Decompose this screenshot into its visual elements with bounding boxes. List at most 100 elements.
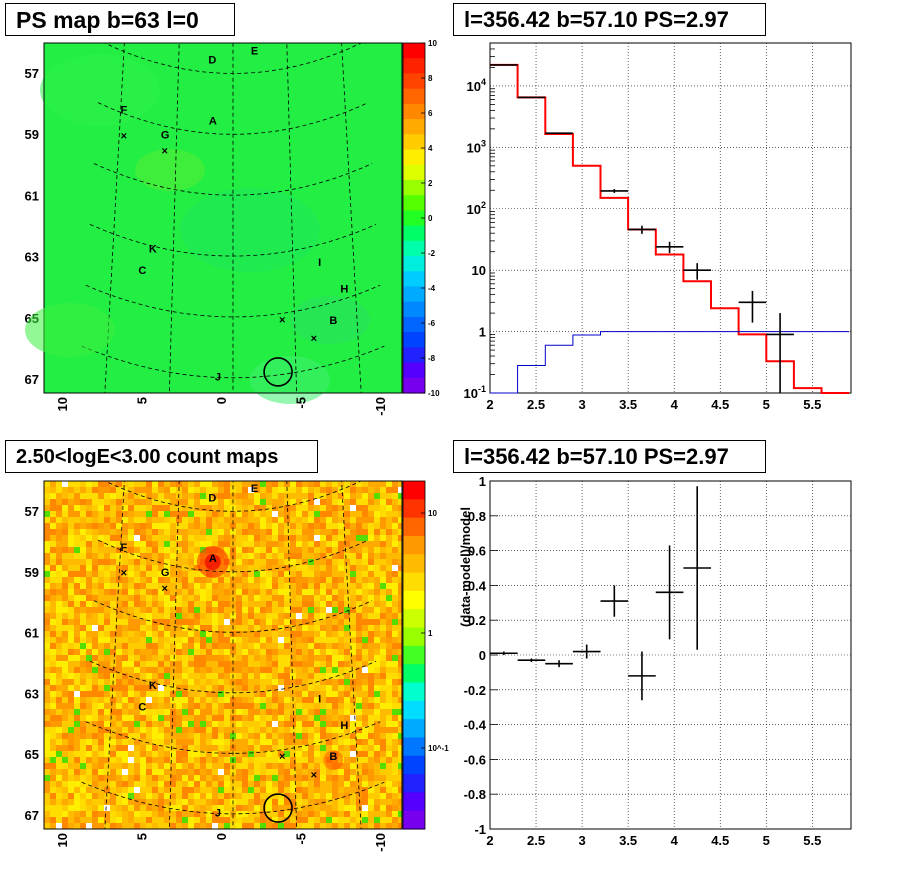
count-map-pixel	[344, 715, 350, 721]
count-map-pixel	[80, 511, 86, 517]
count-map-pixel	[308, 583, 314, 589]
count-map-pixel	[368, 535, 374, 541]
count-map-pixel	[290, 589, 296, 595]
count-map-pixel	[206, 823, 212, 829]
count-map-pixel	[212, 667, 218, 673]
count-map-pixel	[122, 763, 128, 769]
count-map-pixel	[182, 595, 188, 601]
count-map-pixel	[98, 769, 104, 775]
count-map-pixel	[278, 763, 284, 769]
count-map-pixel	[326, 787, 332, 793]
count-map-pixel	[200, 769, 206, 775]
count-map-pixel	[92, 487, 98, 493]
count-map-pixel	[128, 775, 134, 781]
count-map-pixel	[116, 637, 122, 643]
count-map-pixel	[248, 661, 254, 667]
count-map-pixel	[110, 763, 116, 769]
count-map-pixel	[140, 697, 146, 703]
count-map-pixel	[44, 655, 50, 661]
count-map-pixel	[350, 721, 356, 727]
count-map-pixel	[92, 805, 98, 811]
count-map-pixel	[278, 595, 284, 601]
count-map-pixel	[302, 727, 308, 733]
count-map-pixel	[56, 751, 62, 757]
count-map-pixel	[122, 691, 128, 697]
count-map-pixel	[164, 709, 170, 715]
count-map-pixel	[110, 817, 116, 823]
count-map-pixel	[134, 595, 140, 601]
count-map-pixel	[236, 667, 242, 673]
count-map-pixel	[182, 493, 188, 499]
count-map-pixel	[338, 649, 344, 655]
count-map-pixel	[278, 529, 284, 535]
count-map-pixel	[62, 523, 68, 529]
count-map-pixel	[188, 667, 194, 673]
count-map-pixel	[164, 805, 170, 811]
count-map-pixel	[122, 577, 128, 583]
count-map-pixel	[134, 517, 140, 523]
count-map-pixel	[212, 715, 218, 721]
count-map-pixel	[146, 787, 152, 793]
count-map-pixel	[86, 715, 92, 721]
count-map-pixel	[146, 631, 152, 637]
count-map-pixel	[338, 643, 344, 649]
count-map-pixel	[62, 487, 68, 493]
count-map-pixel	[134, 799, 140, 805]
count-map-pixel	[158, 577, 164, 583]
count-map-pixel	[368, 811, 374, 817]
count-map-pixel	[398, 787, 402, 793]
count-map-pixel	[86, 781, 92, 787]
count-map-pixel	[344, 529, 350, 535]
count-map-pixel	[140, 565, 146, 571]
count-map-pixel	[176, 763, 182, 769]
count-map-pixel	[254, 541, 260, 547]
count-map-pixel	[368, 709, 374, 715]
count-map-pixel	[194, 793, 200, 799]
count-map-pixel	[80, 799, 86, 805]
count-map-pixel	[80, 679, 86, 685]
count-map-pixel	[224, 487, 230, 493]
count-map-pixel	[398, 571, 402, 577]
count-map-pixel	[392, 751, 398, 757]
count-map-pixel	[104, 787, 110, 793]
count-map-pixel	[92, 541, 98, 547]
count-map-pixel	[320, 571, 326, 577]
count-map-pixel	[110, 667, 116, 673]
count-map-pixel	[80, 601, 86, 607]
count-map-pixel	[164, 727, 170, 733]
count-map-pixel	[380, 787, 386, 793]
count-map-pixel	[248, 565, 254, 571]
count-map-pixel	[224, 763, 230, 769]
count-map-frame	[43, 480, 403, 830]
count-map-pixel	[254, 649, 260, 655]
count-map-pixel	[74, 805, 80, 811]
count-map-pixel	[50, 799, 56, 805]
count-map-pixel	[56, 511, 62, 517]
count-map-pixel	[212, 529, 218, 535]
count-map-pixel	[104, 523, 110, 529]
count-map-pixel	[296, 733, 302, 739]
count-map-pixel	[242, 787, 248, 793]
count-map-pixel	[158, 535, 164, 541]
count-map-pixel	[50, 823, 56, 829]
count-map-pixel	[140, 613, 146, 619]
count-map-pixel	[68, 745, 74, 751]
count-map-pixel	[212, 625, 218, 631]
count-map-pixel	[92, 529, 98, 535]
count-map-pixel	[362, 685, 368, 691]
count-map-pixel	[116, 715, 122, 721]
count-map-pixel	[50, 649, 56, 655]
count-map-pixel	[56, 793, 62, 799]
count-map-pixel	[368, 763, 374, 769]
count-map-pixel	[50, 481, 56, 487]
count-map-pixel	[308, 721, 314, 727]
count-map-pixel	[50, 625, 56, 631]
count-map-pixel	[182, 547, 188, 553]
count-map-pixel	[104, 679, 110, 685]
count-map-pixel	[302, 739, 308, 745]
count-map-pixel	[242, 817, 248, 823]
count-map-pixel	[188, 493, 194, 499]
count-map-pixel	[164, 757, 170, 763]
count-map-pixel	[68, 709, 74, 715]
graticule-latitude-line	[85, 721, 381, 754]
